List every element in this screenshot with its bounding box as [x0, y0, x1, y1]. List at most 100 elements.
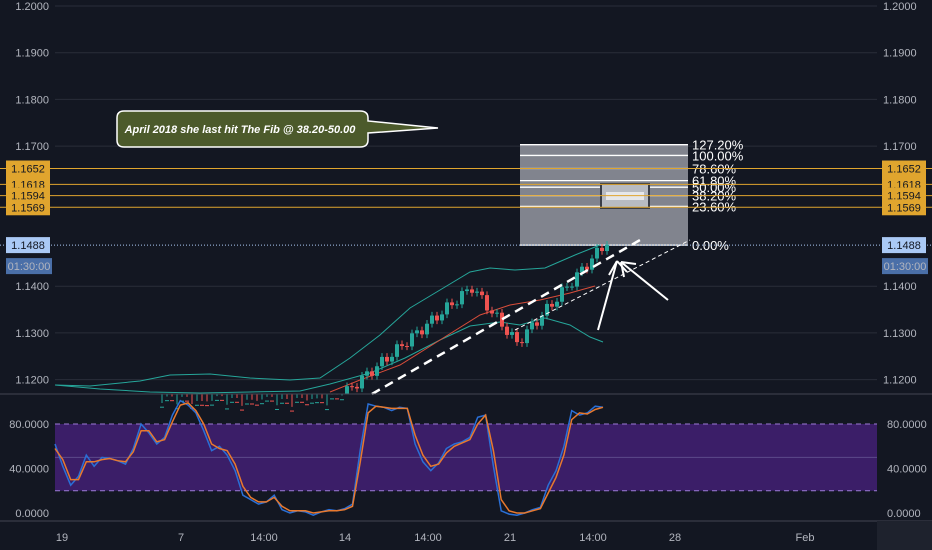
candle-body	[265, 400, 269, 402]
candles	[160, 240, 609, 412]
candle-body	[240, 409, 244, 411]
candle-body	[310, 402, 314, 404]
candle-body	[480, 291, 484, 296]
candle-body	[445, 302, 449, 315]
price-tick-right: 1.1200	[883, 375, 917, 387]
arrow-line	[597, 260, 618, 331]
fib-level-label: 61.80%	[692, 174, 737, 189]
price-tick-left: 1.2000	[15, 1, 49, 13]
candle-body	[200, 404, 204, 406]
candle-body	[315, 402, 319, 404]
candle-body	[475, 291, 479, 293]
trend-line-thin	[514, 239, 691, 331]
price-badge-right	[882, 160, 926, 177]
candle-body	[285, 402, 289, 404]
candle-body	[540, 315, 544, 326]
candle-body	[250, 403, 254, 405]
last-price-badge-left	[6, 237, 50, 254]
candle-body	[565, 286, 569, 288]
candle-body	[530, 322, 534, 330]
candle-body	[350, 386, 354, 388]
candle-body	[400, 344, 404, 347]
candle-body	[275, 408, 279, 410]
candle-body	[210, 404, 214, 406]
candle-body	[510, 332, 514, 335]
candle-body	[390, 356, 394, 362]
candle-body	[490, 310, 494, 314]
candle-body	[575, 272, 579, 287]
candle-body	[410, 333, 414, 347]
candle-body	[330, 398, 334, 400]
candle-body	[545, 303, 549, 316]
stoch-series-line	[54, 399, 604, 517]
candle-body	[500, 312, 504, 327]
candle-body	[460, 291, 464, 305]
candle-body	[450, 302, 454, 306]
price-tick-right: 1.1800	[883, 94, 917, 106]
price-tick-left: 1.1900	[15, 48, 49, 60]
candle-body	[225, 408, 229, 410]
candle-body	[585, 266, 589, 270]
price-tick-left: 1.1200	[15, 375, 49, 387]
candle-body	[555, 301, 559, 307]
axis-corner	[877, 521, 932, 550]
price-badge-text: 1.1652	[11, 164, 45, 176]
stoch-tick-left: 40.0000	[9, 464, 49, 476]
candle-body	[430, 315, 434, 324]
bollinger-bands	[54, 244, 604, 394]
last-price-text: 1.1488	[887, 240, 921, 252]
last-price-badge-right	[882, 237, 926, 254]
candle-body	[425, 323, 429, 335]
fib-level-label: 0.00%	[692, 238, 729, 253]
price-tick-left: 1.1700	[15, 141, 49, 153]
candle-body	[550, 303, 554, 307]
price-badge-right	[882, 199, 926, 216]
candle-body	[520, 342, 524, 344]
candle-body	[515, 332, 519, 343]
candle-body	[470, 289, 474, 293]
candle-body	[295, 401, 299, 403]
price-badge-text: 1.1569	[11, 202, 45, 214]
candle-body	[170, 400, 174, 402]
candle-body	[345, 386, 349, 394]
candle-body	[415, 330, 419, 334]
candle-body	[335, 398, 339, 400]
candle-body	[605, 244, 609, 252]
trend-lines[interactable]	[371, 238, 691, 396]
price-tick-right: 1.1300	[883, 328, 917, 340]
time-label: 14:00	[250, 532, 278, 544]
time-label: 14:00	[414, 532, 442, 544]
candle-body	[380, 356, 384, 367]
stoch-tick-right: 40.0000	[887, 464, 927, 476]
candle-body	[340, 399, 344, 401]
time-label: Feb	[796, 532, 815, 544]
candle-body	[280, 402, 284, 404]
candle-body	[270, 400, 274, 402]
trend-line-dashed	[371, 238, 641, 396]
candle-body	[195, 404, 199, 406]
candle-body	[245, 403, 249, 405]
candle-body	[205, 405, 209, 407]
arrow-line	[620, 261, 669, 301]
candle-body	[160, 406, 164, 408]
price-tick-left: 1.1400	[15, 281, 49, 293]
stoch-tick-left: 80.0000	[9, 419, 49, 431]
candle-body	[385, 356, 389, 362]
price-badge-text: 1.1569	[887, 202, 921, 214]
candle-body	[580, 266, 584, 273]
candle-body	[290, 410, 294, 412]
candle-body	[175, 408, 179, 410]
countdown-badge-left	[6, 258, 52, 275]
candle-body	[215, 399, 219, 401]
candle-body	[255, 404, 259, 406]
candle-body	[590, 258, 594, 270]
candle-body	[185, 400, 189, 402]
callout-annotation[interactable]: April 2018 she last hit The Fib @ 38.20-…	[116, 110, 439, 148]
price-badge-text: 1.1652	[887, 164, 921, 176]
candle-body	[235, 401, 239, 403]
time-axis[interactable]: 19 7 14:00 14 14:00 21 14:00 28 Feb	[0, 520, 932, 550]
candle-body	[165, 400, 169, 402]
time-label: 14:00	[579, 532, 607, 544]
stoch-axis-right: 80.0000 40.0000 0.0000	[887, 419, 927, 520]
